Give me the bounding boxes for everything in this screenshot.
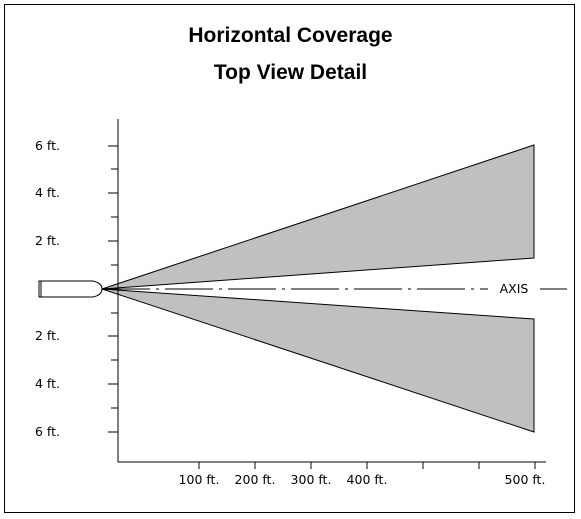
y-tick-label: 2 ft. <box>35 328 60 343</box>
y-tick-label: 4 ft. <box>35 185 60 200</box>
y-tick-label: 6 ft. <box>35 424 60 439</box>
diagram-subtitle: Top View Detail <box>213 61 368 84</box>
x-tick-label: 200 ft. <box>235 472 276 487</box>
speaker-horn-shape <box>38 280 103 298</box>
y-tick-label: 2 ft. <box>35 233 60 248</box>
diagram-title: Horizontal Coverage <box>188 24 393 47</box>
x-axis-ticks <box>198 462 536 469</box>
diagram-frame: Horizontal Coverage Top View Detail <box>4 4 575 513</box>
coverage-diagram: AXIS 6 ft. 4 ft. 2 ft. 2 ft. 4 ft. 6 ft.… <box>35 119 567 487</box>
y-axis-ticks <box>108 145 118 433</box>
lower-beam-area <box>101 288 535 433</box>
axis-label: AXIS <box>500 281 529 296</box>
x-tick-label: 400 ft. <box>347 472 388 487</box>
upper-beam-area <box>101 144 535 290</box>
x-axis-labels: 100 ft. 200 ft. 300 ft. 400 ft. 500 ft. <box>179 472 546 487</box>
y-tick-label: 4 ft. <box>35 376 60 391</box>
x-tick-label: 300 ft. <box>291 472 332 487</box>
y-tick-label: 6 ft. <box>35 138 60 153</box>
x-tick-label: 100 ft. <box>179 472 220 487</box>
x-tick-label: 500 ft. <box>505 472 546 487</box>
y-axis-labels: 6 ft. 4 ft. 2 ft. 2 ft. 4 ft. 6 ft. <box>35 138 60 439</box>
